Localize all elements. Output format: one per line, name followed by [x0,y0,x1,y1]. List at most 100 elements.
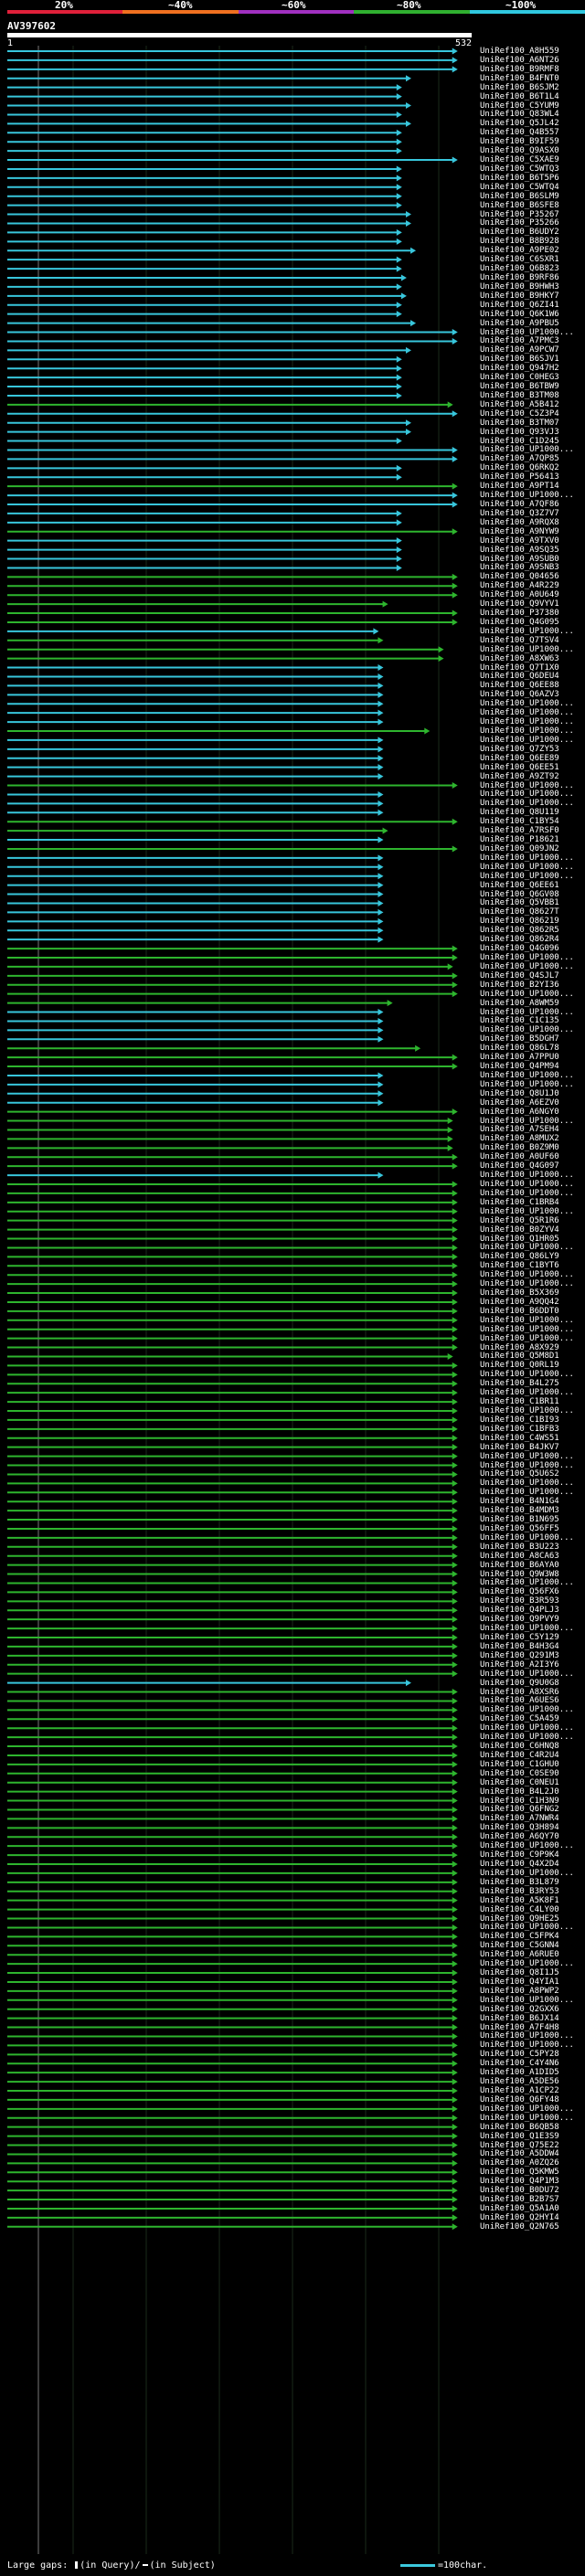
hit-label[interactable]: UniRef100_UP1000... [480,1451,574,1461]
hit-label[interactable]: UniRef100_Q9W3W8 [480,1569,559,1579]
hit-label[interactable]: UniRef100_A4R229 [480,581,559,591]
hit-label[interactable]: UniRef100_A7NWR4 [480,1814,559,1824]
hit-label[interactable]: UniRef100_A0U649 [480,590,559,600]
hit-label[interactable]: UniRef100_A6EZV0 [480,1097,559,1108]
hit-label[interactable]: UniRef100_Q5KMW5 [480,2168,559,2178]
hit-label[interactable]: UniRef100_UP1000... [480,1206,574,1216]
hit-label[interactable]: UniRef100_UP1000... [480,1171,574,1181]
hit-label[interactable]: UniRef100_A7QP85 [480,454,559,464]
hit-label[interactable]: UniRef100_C0NEU1 [480,1777,559,1787]
hit-label[interactable]: UniRef100_C1GHU0 [480,1759,559,1769]
hit-label[interactable]: UniRef100_Q7TSV4 [480,635,559,645]
hit-label[interactable]: UniRef100_Q6B823 [480,264,559,274]
hit-label[interactable]: UniRef100_Q86L78 [480,1044,559,1054]
hit-label[interactable]: UniRef100_A7QF86 [480,500,559,509]
hit-label[interactable]: UniRef100_B3R593 [480,1596,559,1606]
hit-label[interactable]: UniRef100_Q8U1J0 [480,1088,559,1098]
hit-label[interactable]: UniRef100_UP1000... [480,708,574,718]
hit-label[interactable]: UniRef100_A5K8F1 [480,1895,559,1905]
hit-label[interactable]: UniRef100_A8XW63 [480,653,559,663]
hit-label[interactable]: UniRef100_UP1000... [480,1270,574,1280]
hit-label[interactable]: UniRef100_B0Z9M0 [480,1143,559,1153]
hit-label[interactable]: UniRef100_UP1000... [480,1333,574,1343]
hit-label[interactable]: UniRef100_A1CP22 [480,2086,559,2095]
hit-label[interactable]: UniRef100_Q6FY48 [480,2094,559,2104]
hit-label[interactable]: UniRef100_Q6DEU4 [480,672,559,682]
hit-label[interactable]: UniRef100_UP1000... [480,1324,574,1334]
hit-label[interactable]: UniRef100_A8MUX2 [480,1134,559,1144]
hit-label[interactable]: UniRef100_Q09JN2 [480,843,559,853]
hit-label[interactable]: UniRef100_B3U223 [480,1542,559,1552]
hit-label[interactable]: UniRef100_Q4YIA1 [480,1977,559,1987]
hit-label[interactable]: UniRef100_C1BRB4 [480,1197,559,1207]
hit-label[interactable]: UniRef100_UP1000... [480,717,574,727]
hit-label[interactable]: UniRef100_UP1000... [480,1116,574,1126]
hit-label[interactable]: UniRef100_Q4SJL7 [480,970,559,981]
hit-label[interactable]: UniRef100_Q5A1A0 [480,2203,559,2213]
hit-label[interactable]: UniRef100_B8B928 [480,237,559,247]
hit-label[interactable]: UniRef100_B1N695 [480,1515,559,1525]
hit-label[interactable]: UniRef100_UP1000... [480,799,574,809]
hit-label[interactable]: UniRef100_B2YI36 [480,980,559,990]
hit-label[interactable]: UniRef100_C0HEG3 [480,373,559,383]
hit-label[interactable]: UniRef100_Q6EE88 [480,681,559,691]
hit-label[interactable]: UniRef100_UP1000... [480,327,574,337]
hit-label[interactable]: UniRef100_UP1000... [480,1841,574,1851]
hit-label[interactable]: UniRef100_UP1000... [480,1070,574,1080]
hit-label[interactable]: UniRef100_A9SUB0 [480,554,559,564]
hit-label[interactable]: UniRef100_C4WS51 [480,1433,559,1443]
hit-label[interactable]: UniRef100_A9QQ42 [480,1297,559,1307]
hit-label[interactable]: UniRef100_UP1000... [480,780,574,790]
hit-label[interactable]: UniRef100_C5Y129 [480,1633,559,1642]
hit-label[interactable]: UniRef100_UP1000... [480,2041,574,2051]
hit-label[interactable]: UniRef100_Q9ASX0 [480,146,559,156]
hit-label[interactable]: UniRef100_A9PT14 [480,482,559,492]
hit-label[interactable]: UniRef100_UP1000... [480,491,574,501]
hit-label[interactable]: UniRef100_UP1000... [480,1733,574,1743]
hit-label[interactable]: UniRef100_B4L2J0 [480,1786,559,1797]
hit-label[interactable]: UniRef100_Q8627T [480,907,559,917]
hit-label[interactable]: UniRef100_P37380 [480,609,559,619]
hit-label[interactable]: UniRef100_A7PPU0 [480,1053,559,1063]
hit-label[interactable]: UniRef100_UP1000... [480,2104,574,2114]
hit-label[interactable]: UniRef100_UP1000... [480,1995,574,2005]
hit-label[interactable]: UniRef100_Q4B557 [480,128,559,138]
hit-label[interactable]: UniRef100_Q56FF5 [480,1523,559,1533]
hit-label[interactable]: UniRef100_UP1000... [480,1479,574,1489]
hit-label[interactable]: UniRef100_A8CA63 [480,1551,559,1561]
hit-label[interactable]: UniRef100_C5PY28 [480,2050,559,2060]
hit-label[interactable]: UniRef100_B6SLM9 [480,191,559,201]
hit-label[interactable]: UniRef100_UP1000... [480,2031,574,2041]
hit-label[interactable]: UniRef100_Q2HYI4 [480,2212,559,2222]
hit-label[interactable]: UniRef100_B9HWH3 [480,281,559,292]
hit-label[interactable]: UniRef100_B3RY53 [480,1886,559,1896]
hit-label[interactable]: UniRef100_C4R2U4 [480,1750,559,1760]
hit-label[interactable]: UniRef100_Q862R5 [480,926,559,936]
hit-label[interactable]: UniRef100_C1BI93 [480,1415,559,1425]
hit-label[interactable]: UniRef100_A7PMC3 [480,336,559,346]
hit-label[interactable]: UniRef100_A9PCW7 [480,345,559,355]
hit-label[interactable]: UniRef100_B3TM07 [480,418,559,428]
hit-label[interactable]: UniRef100_A8H559 [480,47,559,56]
hit-label[interactable]: UniRef100_P35267 [480,209,559,219]
hit-label[interactable]: UniRef100_UP1000... [480,1705,574,1715]
hit-label[interactable]: UniRef100_C1BFB3 [480,1424,559,1434]
hit-label[interactable]: UniRef100_UP1000... [480,862,574,872]
hit-label[interactable]: UniRef100_Q5M8D1 [480,1352,559,1362]
hit-label[interactable]: UniRef100_P56413 [480,472,559,482]
hit-label[interactable]: UniRef100_UP1000... [480,1669,574,1679]
hit-label[interactable]: UniRef100_B4FNT0 [480,73,559,83]
hit-label[interactable]: UniRef100_Q4PLJ3 [480,1606,559,1616]
hit-label[interactable]: UniRef100_B4JKV7 [480,1442,559,1452]
hit-label[interactable]: UniRef100_C9P9K4 [480,1850,559,1860]
hit-label[interactable]: UniRef100_A0UF60 [480,1152,559,1162]
hit-label[interactable]: UniRef100_Q6EE89 [480,753,559,763]
hit-label[interactable]: UniRef100_Q5U6S2 [480,1469,559,1479]
hit-label[interactable]: UniRef100_Q75E22 [480,2140,559,2150]
hit-label[interactable]: UniRef100_Q291M3 [480,1650,559,1660]
hit-label[interactable]: UniRef100_Q1HR05 [480,1234,559,1244]
hit-label[interactable]: UniRef100_B9RF86 [480,273,559,282]
hit-label[interactable]: UniRef100_B4MDM3 [480,1506,559,1516]
hit-label[interactable]: UniRef100_Q862R4 [480,935,559,945]
hit-label[interactable]: UniRef100_UP1000... [480,1624,574,1634]
